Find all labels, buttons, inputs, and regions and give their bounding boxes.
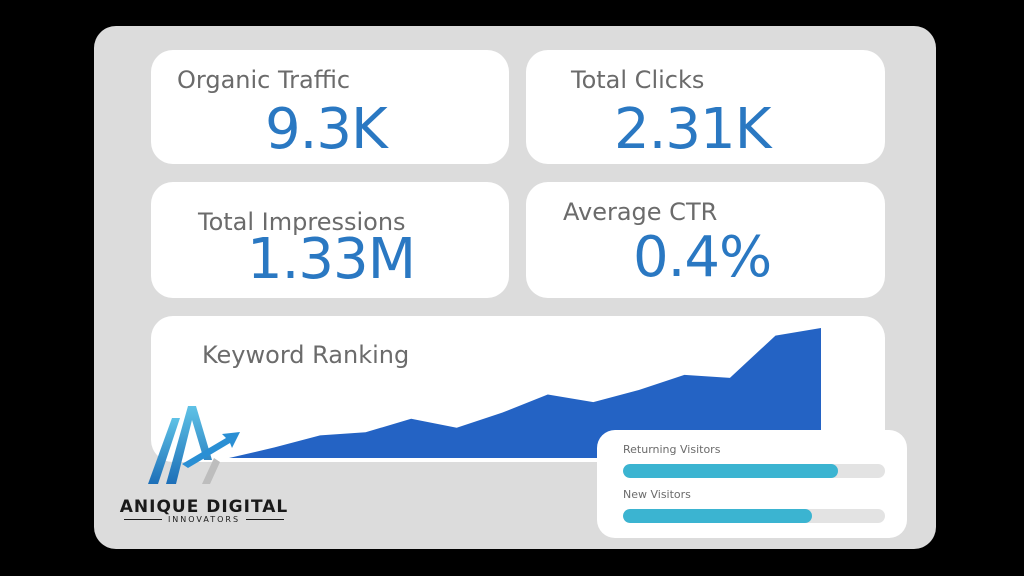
new-visitors-fill bbox=[623, 509, 812, 523]
keyword-ranking-area bbox=[229, 328, 821, 458]
new-visitors-bar bbox=[623, 509, 885, 523]
keyword-ranking-label: Keyword Ranking bbox=[202, 341, 410, 369]
brand-tagline: INNOVATORS bbox=[167, 515, 241, 524]
brand-name: ANIQUE DIGITAL bbox=[119, 497, 289, 517]
brand-divider-right bbox=[246, 519, 284, 520]
average-ctr-card[interactable]: Average CTR 0.4% bbox=[526, 182, 885, 298]
total-impressions-card[interactable]: Total Impressions 1.33M bbox=[151, 182, 509, 298]
anique-logo-icon bbox=[148, 406, 240, 484]
new-visitors-label: New Visitors bbox=[623, 488, 691, 501]
total-impressions-label: Total Impressions bbox=[198, 208, 406, 236]
returning-visitors-fill bbox=[623, 464, 838, 478]
total-clicks-card[interactable]: Total Clicks 2.31K bbox=[526, 50, 885, 164]
visitors-card[interactable]: Returning Visitors New Visitors bbox=[597, 430, 907, 538]
total-impressions-value: 1.33M bbox=[247, 227, 416, 292]
brand-divider-left bbox=[124, 519, 162, 520]
total-clicks-value: 2.31K bbox=[614, 97, 771, 162]
keyword-ranking-chart bbox=[229, 328, 821, 458]
returning-visitors-label: Returning Visitors bbox=[623, 443, 721, 456]
average-ctr-label: Average CTR bbox=[563, 198, 718, 226]
average-ctr-value: 0.4% bbox=[633, 225, 772, 290]
returning-visitors-bar bbox=[623, 464, 885, 478]
total-clicks-label: Total Clicks bbox=[571, 66, 705, 94]
organic-traffic-label: Organic Traffic bbox=[177, 66, 351, 94]
organic-traffic-card[interactable]: Organic Traffic 9.3K bbox=[151, 50, 509, 164]
organic-traffic-value: 9.3K bbox=[265, 97, 388, 162]
